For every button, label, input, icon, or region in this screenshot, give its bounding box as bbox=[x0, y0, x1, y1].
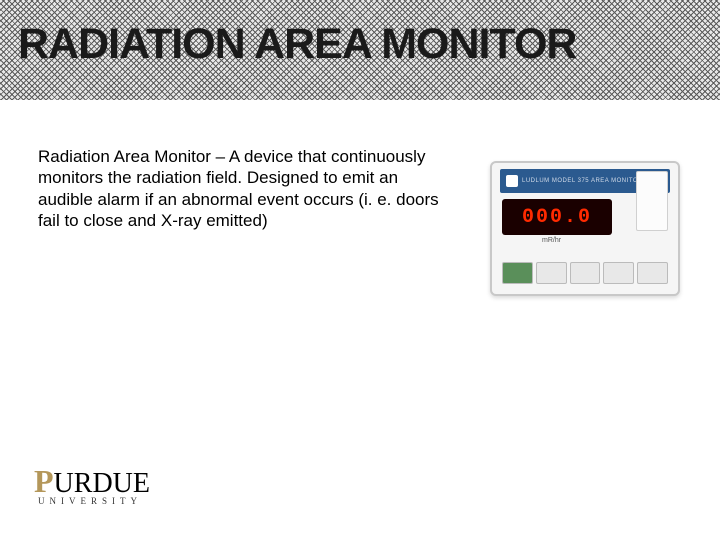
body-text: Radiation Area Monitor – A device that c… bbox=[38, 146, 448, 232]
device-control-green bbox=[502, 262, 533, 284]
device-control bbox=[603, 262, 634, 284]
page-title: RADIATION AREA MONITOR bbox=[18, 20, 576, 69]
device-unit-label: mR/hr bbox=[542, 237, 561, 244]
device-brand-label: LUDLUM MODEL 375 AREA MONITOR bbox=[522, 178, 643, 184]
purdue-logo: PURDUE UNIVERSITY bbox=[34, 465, 150, 506]
header-band: RADIATION AREA MONITOR bbox=[0, 0, 720, 100]
device-body: LUDLUM MODEL 375 AREA MONITOR 000.0 mR/h… bbox=[490, 161, 680, 296]
device-controls bbox=[502, 254, 668, 284]
device-display: 000.0 bbox=[502, 199, 612, 235]
logo-initial: P bbox=[34, 465, 54, 497]
device-side-panel bbox=[636, 171, 668, 231]
logo-subtitle: UNIVERSITY bbox=[38, 496, 142, 506]
logo-subtitle-text: UNIVERSITY bbox=[38, 496, 142, 506]
logo-wordmark: PURDUE bbox=[34, 465, 150, 498]
device-control bbox=[570, 262, 601, 284]
device-control bbox=[637, 262, 668, 284]
body-content: Radiation Area Monitor – A device that c… bbox=[38, 146, 448, 232]
device-control bbox=[536, 262, 567, 284]
device-brand-icon bbox=[506, 175, 518, 187]
logo-name-rest: URDUE bbox=[54, 470, 150, 498]
device-readout: 000.0 bbox=[522, 206, 592, 229]
device-illustration: LUDLUM MODEL 375 AREA MONITOR 000.0 mR/h… bbox=[480, 146, 690, 311]
